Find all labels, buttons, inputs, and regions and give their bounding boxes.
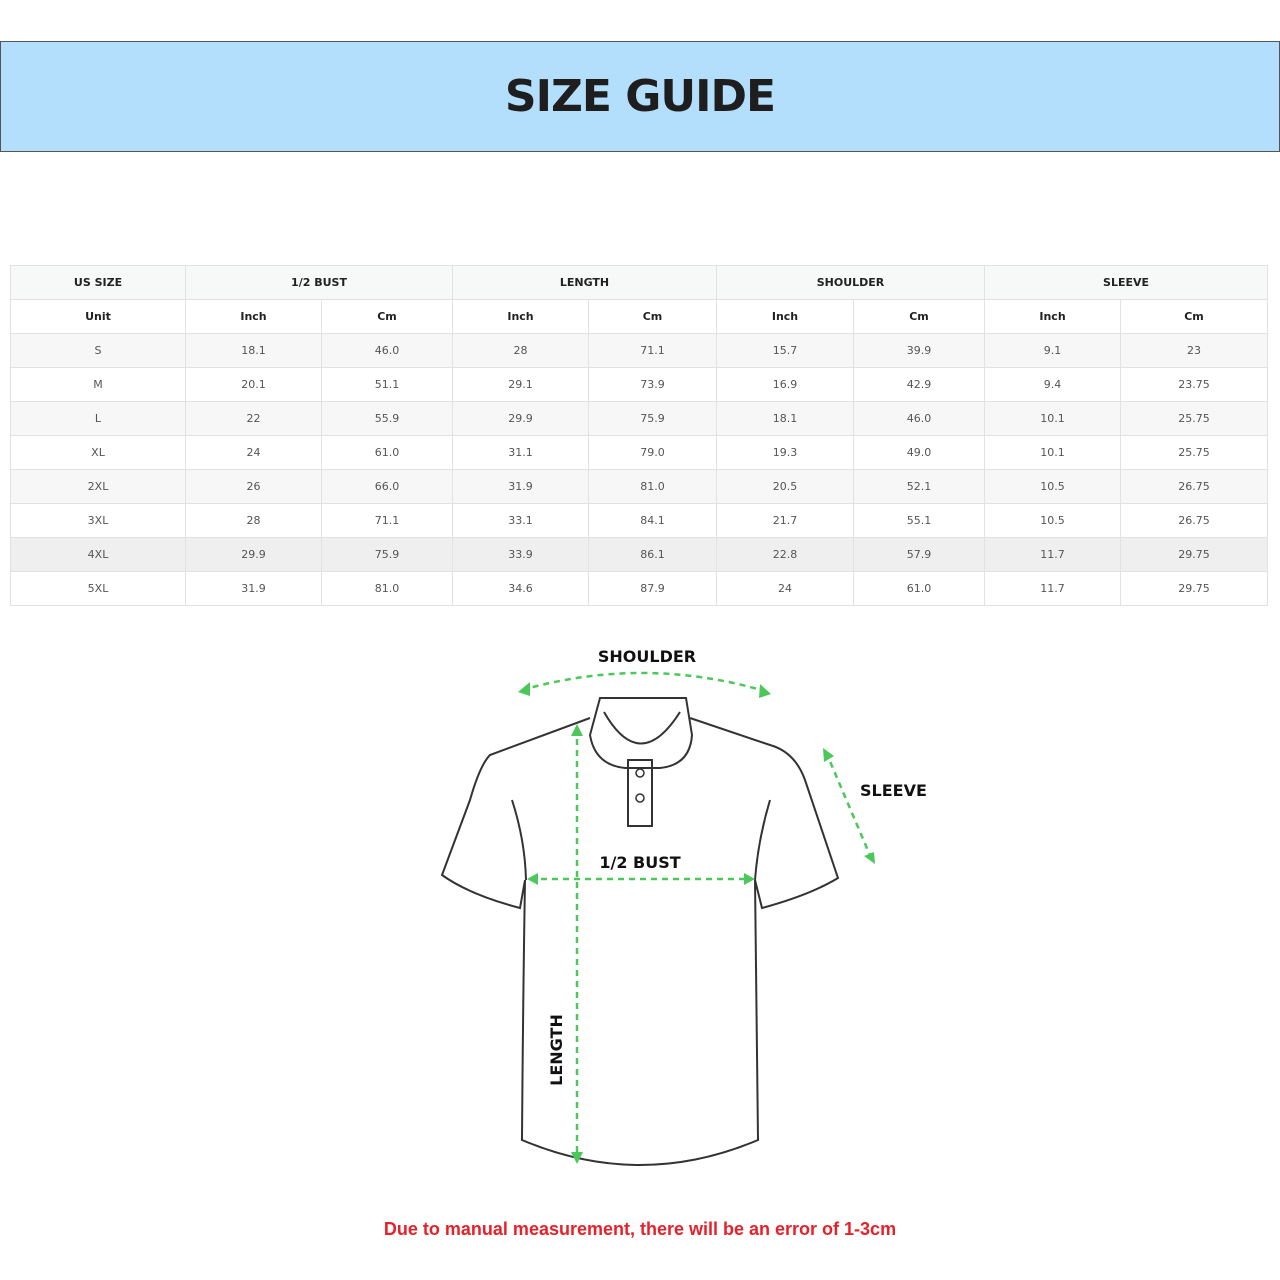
value-cell: 46.0 bbox=[321, 333, 453, 368]
unit-cell: Cm bbox=[1120, 299, 1269, 334]
value-cell: 25.75 bbox=[1120, 435, 1269, 470]
size-cell: 5XL bbox=[10, 571, 186, 606]
value-cell: 23.75 bbox=[1120, 367, 1269, 402]
button-icon bbox=[635, 793, 645, 803]
header-cell: SHOULDER bbox=[715, 265, 986, 300]
arrow-heads bbox=[518, 682, 875, 1164]
value-cell: 66.0 bbox=[321, 469, 453, 504]
value-cell: 22.8 bbox=[716, 537, 854, 572]
value-cell: 71.1 bbox=[588, 333, 717, 368]
value-cell: 22 bbox=[185, 401, 322, 436]
value-cell: 31.9 bbox=[185, 571, 322, 606]
header-cell: 1/2 BUST bbox=[185, 265, 453, 300]
group-header-row: US SIZE 1/2 BUST LENGTH SHOULDER SLEEVE bbox=[10, 265, 1269, 300]
value-cell: 29.1 bbox=[452, 367, 589, 402]
value-cell: 34.6 bbox=[452, 571, 589, 606]
size-cell: L bbox=[10, 401, 186, 436]
table-row: S 18.1 46.0 28 71.1 15.7 39.9 9.1 23 bbox=[10, 333, 1269, 368]
value-cell: 29.75 bbox=[1120, 537, 1269, 572]
value-cell: 18.1 bbox=[185, 333, 322, 368]
value-cell: 29.9 bbox=[452, 401, 589, 436]
value-cell: 84.1 bbox=[588, 503, 717, 538]
value-cell: 61.0 bbox=[321, 435, 453, 470]
unit-cell: Cm bbox=[852, 299, 986, 334]
value-cell: 24 bbox=[185, 435, 322, 470]
value-cell: 15.7 bbox=[716, 333, 854, 368]
value-cell: 24 bbox=[716, 571, 854, 606]
value-cell: 71.1 bbox=[321, 503, 453, 538]
value-cell: 28 bbox=[185, 503, 322, 538]
size-cell: 2XL bbox=[10, 469, 186, 504]
value-cell: 28 bbox=[452, 333, 589, 368]
value-cell: 73.9 bbox=[588, 367, 717, 402]
measurement-note: Due to manual measurement, there will be… bbox=[383, 1219, 897, 1239]
value-cell: 10.1 bbox=[984, 401, 1122, 436]
bust-label: 1/2 BUST bbox=[599, 853, 680, 872]
shoulder-label: SHOULDER bbox=[598, 647, 696, 666]
title-banner: SIZE GUIDE bbox=[0, 41, 1280, 152]
unit-header-row: Unit Inch Cm Inch Cm Inch Cm Inch Cm bbox=[10, 299, 1269, 334]
value-cell: 21.7 bbox=[716, 503, 854, 538]
unit-cell: Cm bbox=[321, 299, 453, 334]
table-row: L 22 55.9 29.9 75.9 18.1 46.0 10.1 25.75 bbox=[10, 401, 1269, 436]
table-row: 2XL 26 66.0 31.9 81.0 20.5 52.1 10.5 26.75 bbox=[10, 469, 1269, 504]
value-cell: 87.9 bbox=[588, 571, 717, 606]
value-cell: 23 bbox=[1120, 333, 1269, 368]
value-cell: 57.9 bbox=[852, 537, 986, 572]
shirt-outline bbox=[440, 697, 840, 1166]
value-cell: 75.9 bbox=[321, 537, 453, 572]
size-cell: 3XL bbox=[10, 503, 186, 538]
table-row: 4XL 29.9 75.9 33.9 86.1 22.8 57.9 11.7 29.75 bbox=[10, 537, 1269, 572]
measure-arrows bbox=[521, 671, 874, 1160]
table-row: 5XL 31.9 81.0 34.6 87.9 24 61.0 11.7 29.75 bbox=[10, 571, 1269, 606]
value-cell: 55.9 bbox=[321, 401, 453, 436]
value-cell: 9.1 bbox=[984, 333, 1122, 368]
table-row: XL 24 61.0 31.1 79.0 19.3 49.0 10.1 25.75 bbox=[10, 435, 1269, 470]
value-cell: 20.5 bbox=[716, 469, 854, 504]
unit-cell: Unit bbox=[10, 299, 186, 334]
header-cell: LENGTH bbox=[452, 265, 717, 300]
button-icon bbox=[635, 768, 645, 778]
value-cell: 46.0 bbox=[852, 401, 986, 436]
sleeve-label: SLEEVE bbox=[860, 781, 927, 800]
value-cell: 18.1 bbox=[716, 401, 854, 436]
value-cell: 11.7 bbox=[984, 537, 1122, 572]
length-label: LENGTH bbox=[547, 1014, 566, 1086]
value-cell: 29.75 bbox=[1120, 571, 1269, 606]
value-cell: 39.9 bbox=[852, 333, 986, 368]
page-title: SIZE GUIDE bbox=[504, 71, 776, 122]
value-cell: 55.1 bbox=[852, 503, 986, 538]
size-table: US SIZE 1/2 BUST LENGTH SHOULDER SLEEVE … bbox=[10, 265, 1269, 606]
size-cell: 4XL bbox=[10, 537, 186, 572]
value-cell: 26.75 bbox=[1120, 469, 1269, 504]
value-cell: 52.1 bbox=[852, 469, 986, 504]
value-cell: 11.7 bbox=[984, 571, 1122, 606]
value-cell: 75.9 bbox=[588, 401, 717, 436]
header-cell: SLEEVE bbox=[984, 265, 1269, 300]
value-cell: 61.0 bbox=[852, 571, 986, 606]
value-cell: 33.9 bbox=[452, 537, 589, 572]
table-row: 3XL 28 71.1 33.1 84.1 21.7 55.1 10.5 26.75 bbox=[10, 503, 1269, 538]
size-cell: S bbox=[10, 333, 186, 368]
value-cell: 26.75 bbox=[1120, 503, 1269, 538]
value-cell: 9.4 bbox=[984, 367, 1122, 402]
value-cell: 26 bbox=[185, 469, 322, 504]
